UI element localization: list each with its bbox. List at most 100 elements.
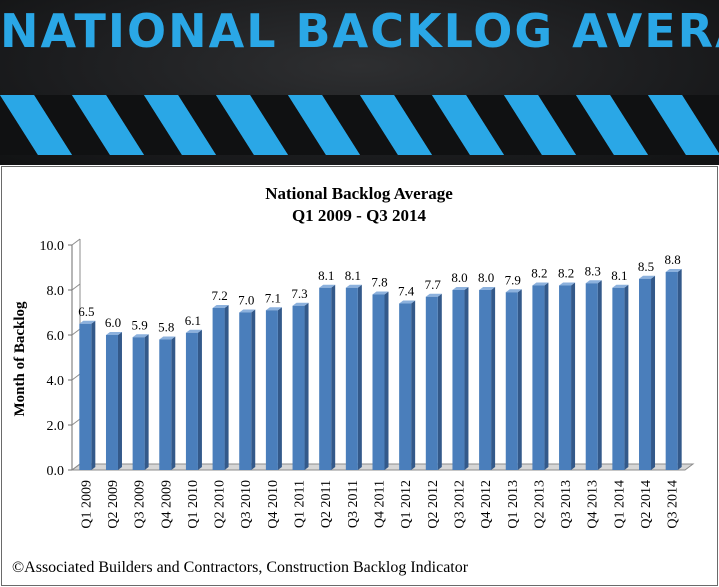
data-label: 7.3 — [291, 286, 307, 301]
bar-top — [239, 309, 256, 313]
data-label: 6.5 — [78, 304, 94, 319]
x-tick-label: Q2 2011 — [319, 480, 334, 528]
x-tick-label: Q3 2012 — [452, 480, 467, 529]
x-tick-label: Q2 2013 — [532, 480, 547, 529]
bar-top — [452, 287, 469, 290]
bar-top — [665, 269, 682, 272]
bar-side — [277, 307, 282, 470]
copyright-credit: ©Associated Builders and Contractors, Co… — [12, 559, 469, 576]
y-tick-depth — [71, 238, 81, 246]
bar-top — [399, 300, 416, 304]
bar — [292, 305, 305, 470]
backlog-bar-chart: National Backlog Average Q1 2009 - Q3 20… — [12, 184, 695, 576]
chart-card: National Backlog Average Q1 2009 - Q3 20… — [1, 166, 718, 586]
bar-side — [171, 336, 176, 470]
x-tick-label: Q1 2010 — [186, 480, 201, 529]
bar-side — [571, 282, 576, 470]
x-tick-label: Q4 2010 — [266, 480, 281, 529]
bar-side — [304, 302, 309, 470]
header-banner: NATIONAL BACKLOG AVERAGE — [0, 0, 719, 165]
bar-side — [91, 320, 96, 470]
bar-top — [425, 293, 442, 297]
data-label: 8.3 — [585, 263, 601, 278]
bar — [612, 287, 625, 470]
bar-side — [624, 284, 629, 470]
bar — [185, 332, 198, 470]
x-tick-label: Q3 2013 — [559, 480, 574, 529]
bar-top — [372, 291, 389, 295]
bar — [425, 296, 438, 470]
bar — [399, 303, 412, 470]
y-tick-depth — [71, 373, 81, 381]
bar — [132, 337, 145, 470]
data-label: 8.0 — [451, 270, 467, 285]
data-label: 8.0 — [478, 270, 494, 285]
x-tick-label: Q3 2010 — [239, 480, 254, 529]
chart-title: National Backlog Average — [265, 184, 453, 203]
y-tick-label: 10.0 — [40, 239, 65, 254]
bar-top — [505, 289, 522, 293]
y-tick-label: 8.0 — [47, 284, 65, 299]
bar-top — [585, 280, 602, 284]
x-tick-label: Q2 2009 — [106, 480, 121, 529]
bar — [319, 287, 332, 470]
x-tick-label: Q4 2012 — [479, 480, 494, 529]
bar-side — [491, 287, 496, 470]
bar — [479, 290, 492, 470]
chart-subtitle: Q1 2009 - Q3 2014 — [292, 206, 427, 225]
bar-top — [532, 282, 549, 286]
bar-side — [117, 332, 122, 470]
bar — [559, 285, 572, 470]
data-label: 8.2 — [531, 266, 547, 281]
bar-side — [411, 300, 416, 470]
data-label: 8.1 — [318, 268, 334, 283]
bar — [505, 292, 518, 470]
data-label: 7.4 — [398, 284, 415, 299]
y-tick-depth — [71, 283, 81, 291]
y-axis-label: Month of Backlog — [12, 301, 28, 417]
bar-side — [464, 287, 469, 470]
x-tick-label: Q2 2010 — [213, 480, 228, 529]
bar-top — [559, 282, 576, 286]
bar — [159, 339, 172, 470]
x-tick-label: Q4 2013 — [586, 480, 601, 529]
bar-top — [612, 284, 629, 288]
y-tick-depth — [71, 328, 81, 336]
bar-top — [105, 332, 122, 335]
data-label: 8.5 — [638, 259, 654, 274]
bar — [452, 290, 465, 470]
data-label: 7.7 — [425, 277, 442, 292]
bar — [585, 283, 598, 470]
data-label: 8.1 — [345, 268, 361, 283]
data-label: 7.0 — [238, 293, 254, 308]
x-tick-label: Q1 2009 — [79, 480, 94, 529]
bar-top — [212, 305, 229, 308]
bar-top — [479, 287, 496, 290]
bar-side — [597, 280, 602, 470]
y-tick-label: 0.0 — [47, 464, 65, 479]
bar — [532, 285, 545, 470]
bar-side — [677, 269, 682, 470]
bar-side — [437, 293, 442, 470]
data-label: 7.2 — [211, 288, 227, 303]
bar — [372, 294, 385, 470]
x-tick-label: Q4 2011 — [373, 480, 388, 528]
y-tick-label: 2.0 — [47, 419, 65, 434]
bar-side — [544, 282, 549, 470]
bar-top — [159, 336, 176, 340]
bar-top — [639, 275, 656, 279]
bar-top — [185, 329, 202, 333]
bar-top — [292, 302, 309, 306]
bar-side — [331, 284, 336, 470]
bar-top — [265, 307, 282, 311]
x-tick-label: Q3 2014 — [666, 480, 681, 529]
bar-side — [197, 329, 202, 470]
data-label: 8.8 — [665, 252, 681, 267]
bar-side — [384, 291, 389, 470]
data-label: 6.0 — [105, 315, 121, 330]
bar-side — [144, 334, 149, 470]
bar-side — [517, 289, 522, 470]
bar — [665, 272, 678, 470]
y-tick-label: 4.0 — [47, 374, 65, 389]
x-tick-label: Q2 2012 — [426, 480, 441, 529]
